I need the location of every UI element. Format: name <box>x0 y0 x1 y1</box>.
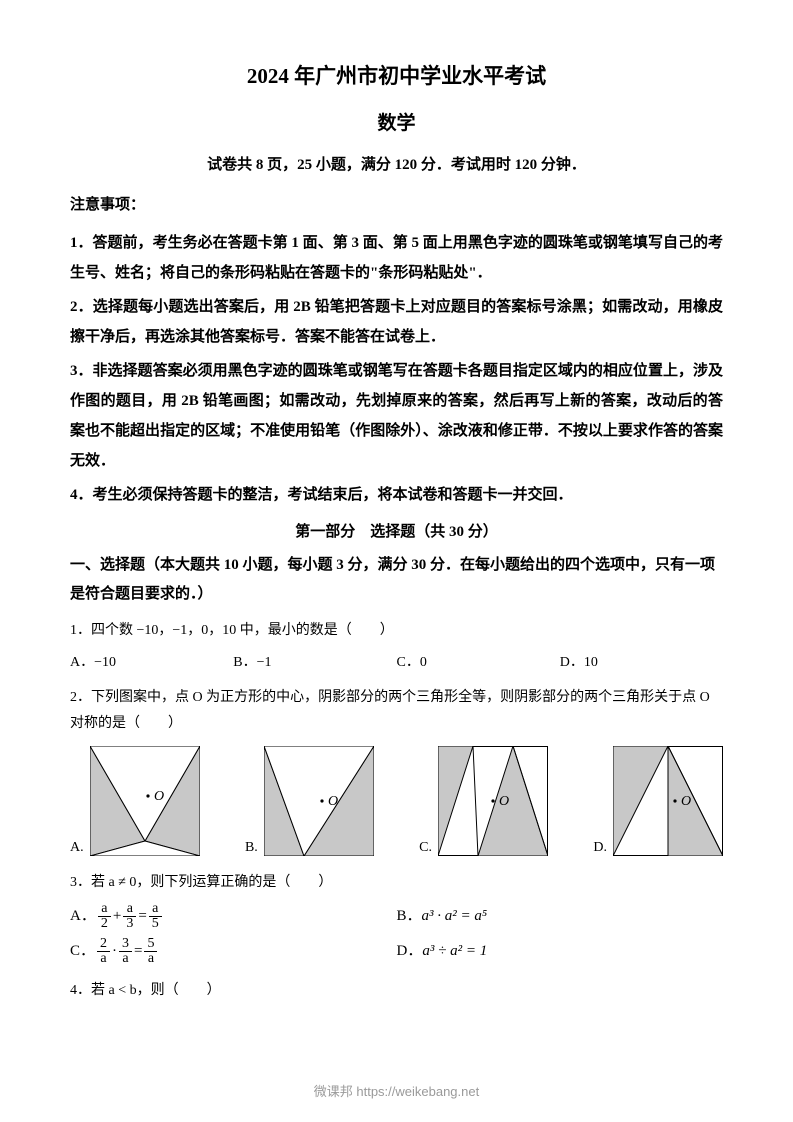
notice-head: 注意事项： <box>70 190 723 220</box>
exam-meta: 试卷共 8 页，25 小题，满分 120 分．考试用时 120 分钟． <box>70 153 723 174</box>
square-diagram-icon: O <box>90 746 200 856</box>
q3-options: A． a2 + a3 = a5 B． a³ · a² = a⁵ C． 2a · … <box>70 900 723 968</box>
q2-label-a: A. <box>70 840 84 856</box>
q2-label-b: B. <box>245 840 258 856</box>
square-diagram-icon: O <box>613 746 723 856</box>
q1-options: A．−10 B．−1 C．0 D．10 <box>70 651 723 671</box>
q1-opt-c: C．0 <box>397 651 560 671</box>
q2-fig-a: A. O <box>70 746 200 856</box>
svg-text:O: O <box>154 789 164 804</box>
q2-fig-c: C. O <box>419 746 548 856</box>
section1-instr: 一、选择题（本大题共 10 小题，每小题 3 分，满分 30 分．在每小题给出的… <box>70 551 723 608</box>
q1-opt-b: B．−1 <box>233 651 396 671</box>
square-diagram-icon: O <box>264 746 374 856</box>
q3-opt-d: D． a³ ÷ a² = 1 <box>397 935 724 968</box>
q3-text: 3．若 a ≠ 0，则下列运算正确的是（ ） <box>70 870 723 897</box>
q3-opt-c: C． 2a · 3a = 5a <box>70 935 397 968</box>
q3-opt-b: B． a³ · a² = a⁵ <box>397 900 724 933</box>
notice-item-4: 4．考生必须保持答题卡的整洁，考试结束后，将本试卷和答题卡一并交回． <box>70 480 723 510</box>
q2-text: 2．下列图案中，点 O 为正方形的中心，阴影部分的两个三角形全等，则阴影部分的两… <box>70 685 723 738</box>
q3-opt-a: A． a2 + a3 = a5 <box>70 900 397 933</box>
q1-text: 1．四个数 −10，−1，0，10 中，最小的数是（ ） <box>70 618 723 645</box>
q2-label-c: C. <box>419 840 432 856</box>
title-main: 2024 年广州市初中学业水平考试 <box>70 60 723 90</box>
q2-figures: A. O B. O C. <box>70 746 723 856</box>
notice-item-2: 2．选择题每小题选出答案后，用 2B 铅笔把答题卡上对应题目的答案标号涂黑；如需… <box>70 292 723 352</box>
q4-text: 4．若 a < b，则（ ） <box>70 978 723 1005</box>
notice-item-1: 1．答题前，考生务必在答题卡第 1 面、第 3 面、第 5 面上用黑色字迹的圆珠… <box>70 228 723 288</box>
square-diagram-icon: O <box>438 746 548 856</box>
footer-watermark: 微课邦 https://weikebang.net <box>0 1081 793 1100</box>
q1-opt-d: D．10 <box>560 651 723 671</box>
notice-item-3: 3．非选择题答案必须用黑色字迹的圆珠笔或钢笔写在答题卡各题目指定区域内的相应位置… <box>70 356 723 476</box>
svg-text:O: O <box>681 794 691 809</box>
exam-page: 2024 年广州市初中学业水平考试 数学 试卷共 8 页，25 小题，满分 12… <box>0 0 793 1122</box>
part1-title: 第一部分 选择题（共 30 分） <box>70 520 723 541</box>
q2-fig-d: D. O <box>593 746 723 856</box>
title-subject: 数学 <box>70 108 723 135</box>
q1-opt-a: A．−10 <box>70 651 233 671</box>
q2-label-d: D. <box>593 840 607 856</box>
svg-text:O: O <box>328 794 338 809</box>
q2-fig-b: B. O <box>245 746 374 856</box>
svg-text:O: O <box>499 794 509 809</box>
